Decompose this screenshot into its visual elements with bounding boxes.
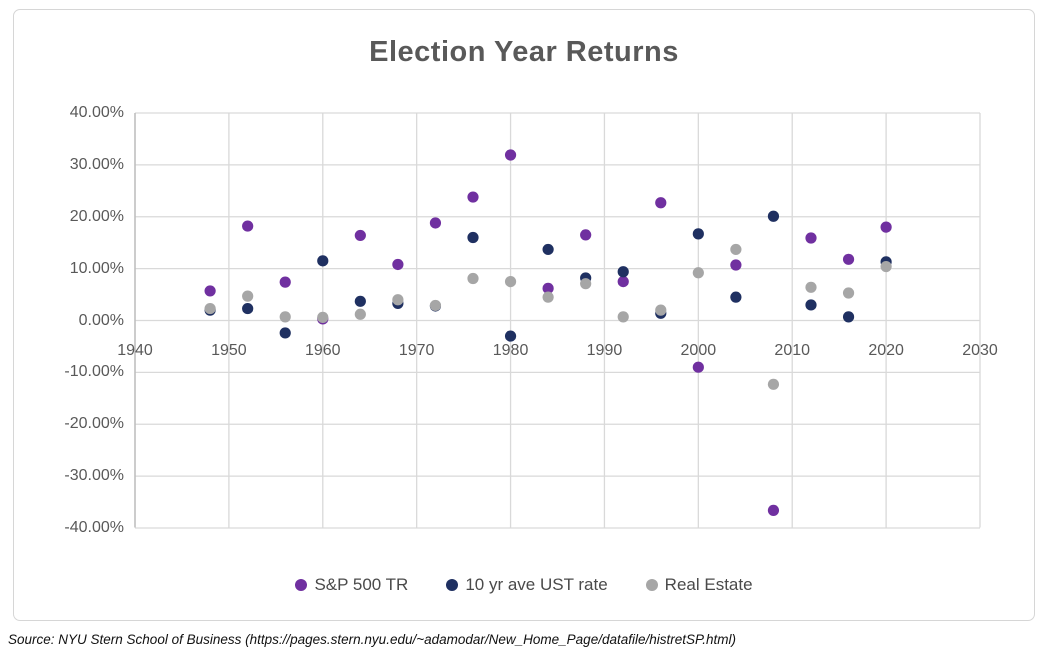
series-0-points: [204, 149, 892, 516]
y-axis-tick-label: 30.00%: [69, 155, 124, 173]
data-point: [617, 266, 629, 278]
data-point: [242, 220, 254, 232]
x-axis-tick-label: 2030: [962, 342, 998, 359]
data-point: [279, 327, 291, 339]
data-point: [880, 260, 892, 273]
x-axis-tick-label: 1980: [492, 342, 529, 359]
legend-item: 10 yr ave UST rate: [446, 575, 608, 595]
data-point: [242, 302, 254, 315]
data-point: [504, 330, 517, 342]
data-point: [279, 311, 291, 323]
data-point: [429, 299, 442, 312]
data-point: [354, 295, 366, 307]
data-point: [805, 299, 817, 311]
series-1-points: [204, 210, 892, 342]
data-point: [842, 287, 855, 299]
data-point: [692, 267, 704, 279]
data-point: [580, 229, 592, 241]
data-point: [392, 258, 404, 271]
data-point: [392, 294, 404, 306]
chart-frame: [13, 9, 1035, 621]
vertical-gridlines: [134, 113, 981, 528]
y-axis-tick-label: -20.00%: [64, 415, 124, 433]
data-point: [580, 278, 592, 290]
data-point: [767, 210, 780, 222]
data-point: [204, 302, 216, 315]
data-point: [317, 255, 329, 267]
data-point: [617, 275, 629, 288]
data-point: [504, 275, 517, 288]
data-point: [354, 229, 366, 242]
data-point: [730, 291, 742, 303]
x-axis-tick-label: 2010: [774, 342, 811, 359]
data-point: [242, 290, 254, 302]
data-point: [354, 308, 366, 320]
x-axis-tick-label: 2000: [680, 342, 717, 359]
x-axis-tick-label: 2020: [868, 342, 904, 359]
data-point: [317, 311, 329, 323]
data-point: [655, 304, 667, 316]
x-axis-tick-label: 1950: [211, 342, 247, 359]
legend-label: 10 yr ave UST rate: [465, 575, 608, 594]
data-point: [617, 311, 629, 323]
data-point: [692, 228, 704, 240]
data-point: [805, 232, 817, 244]
data-point: [842, 311, 855, 323]
series-2-points: [204, 243, 892, 390]
data-point: [429, 217, 442, 229]
y-axis-tick-label: -30.00%: [64, 467, 124, 485]
legend: S&P 500 TR 10 yr ave UST rate Real Estate: [0, 575, 1048, 595]
data-point: [880, 221, 892, 233]
data-point: [767, 504, 780, 516]
legend-label: S&P 500 TR: [314, 575, 409, 594]
horizontal-gridlines: [135, 112, 980, 529]
data-point: [279, 276, 291, 288]
chart-title: Election Year Returns: [369, 36, 679, 68]
data-point: [542, 291, 554, 303]
data-point: [504, 149, 517, 161]
data-point: [730, 259, 742, 271]
y-axis-tick-label: 0.00%: [78, 311, 124, 329]
data-point: [730, 243, 742, 256]
data-point: [467, 231, 479, 244]
x-axis-tick-label: 1940: [117, 342, 153, 359]
legend-item: Real Estate: [645, 575, 753, 595]
data-point: [542, 282, 554, 294]
y-axis-tick-label: -10.00%: [64, 363, 124, 381]
data-point: [767, 378, 780, 390]
data-point: [204, 285, 216, 297]
y-axis-tick-label: 40.00%: [69, 104, 124, 121]
data-point: [655, 197, 667, 209]
legend-item: S&P 500 TR: [295, 575, 408, 595]
legend-label: Real Estate: [664, 575, 753, 594]
x-axis-tick-label: 1960: [304, 342, 341, 359]
x-axis-tick-label: 1970: [398, 342, 435, 359]
legend-marker-icon: [645, 579, 658, 591]
data-point: [467, 272, 479, 285]
data-point: [467, 191, 479, 203]
data-point: [542, 243, 554, 256]
y-axis-tick-label: 20.00%: [69, 207, 124, 225]
data-point: [805, 281, 817, 293]
scatter-series-layer: [204, 149, 892, 516]
data-point: [842, 253, 855, 265]
y-axis-tick-label: -40.00%: [64, 519, 124, 536]
legend-marker-icon: [295, 579, 308, 591]
legend-marker-icon: [446, 579, 459, 591]
x-axis-tick-label: 1990: [586, 342, 623, 359]
y-axis-tick-label: 10.00%: [69, 259, 124, 277]
source-citation: Source: NYU Stern School of Business (ht…: [8, 632, 737, 647]
data-point: [692, 361, 704, 373]
